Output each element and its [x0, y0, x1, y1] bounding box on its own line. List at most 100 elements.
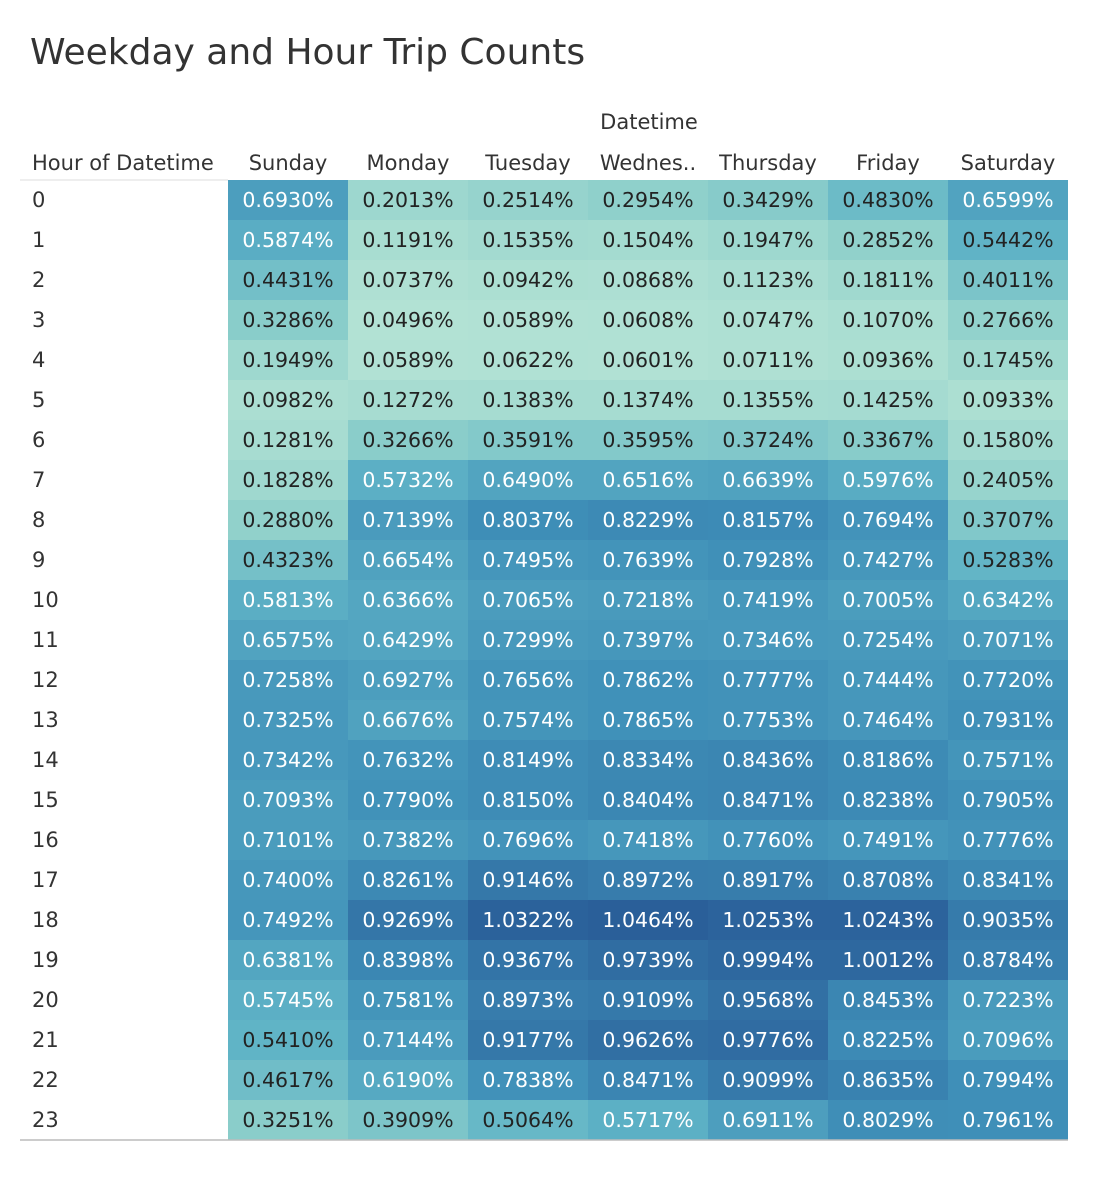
cell-value-label: 0.5732% [362, 468, 453, 492]
heatmap-cell [948, 940, 1068, 980]
heatmap-cell [588, 580, 708, 620]
cell-value-label: 0.8784% [962, 948, 1053, 972]
cell-value-label: 0.0942% [482, 268, 573, 292]
heatmap-cell [228, 460, 348, 500]
cell-value-label: 0.0711% [722, 348, 813, 372]
cell-value-label: 0.7065% [482, 588, 573, 612]
heatmap-cell [588, 460, 708, 500]
row-label: 12 [32, 668, 59, 692]
cell-value-label: 0.7299% [482, 628, 573, 652]
heatmap-cell [708, 860, 828, 900]
cell-value-label: 0.3266% [362, 428, 453, 452]
cell-value-label: 0.8334% [602, 748, 693, 772]
heatmap-cell [588, 820, 708, 860]
cell-value-label: 0.0982% [242, 388, 333, 412]
cell-value-label: 0.9146% [482, 868, 573, 892]
cell-value-label: 0.9776% [722, 1028, 813, 1052]
heatmap-cell [708, 220, 828, 260]
cell-value-label: 0.8404% [602, 788, 693, 812]
cell-value-label: 0.8708% [842, 868, 933, 892]
cell-value-label: 0.3595% [602, 428, 693, 452]
heatmap-cell [228, 820, 348, 860]
row-label: 1 [32, 228, 45, 252]
cell-value-label: 0.7218% [602, 588, 693, 612]
cell-value-label: 0.7696% [482, 828, 573, 852]
heatmap-cell [348, 1020, 468, 1060]
heatmap-cell [228, 740, 348, 780]
cell-value-label: 0.3286% [242, 308, 333, 332]
heatmap-cell [468, 380, 588, 420]
heatmap-cell [348, 180, 468, 220]
column-header: Wednes.. [600, 151, 696, 175]
heatmap-cell [468, 620, 588, 660]
cell-value-label: 0.6575% [242, 628, 333, 652]
heatmap-cell [948, 820, 1068, 860]
heatmap-cell [828, 1020, 948, 1060]
cell-value-label: 0.6911% [722, 1108, 813, 1132]
heatmap-cell [468, 860, 588, 900]
cell-value-label: 0.1811% [842, 268, 933, 292]
heatmap-cell [948, 1100, 1068, 1140]
heatmap-cell [948, 420, 1068, 460]
cell-value-label: 0.4830% [842, 188, 933, 212]
heatmap-cell [948, 380, 1068, 420]
cell-value-label: 0.7427% [842, 548, 933, 572]
heatmap-cell [588, 780, 708, 820]
cell-value-label: 0.7096% [962, 1028, 1053, 1052]
chart-title: Weekday and Hour Trip Counts [30, 32, 585, 73]
heatmap-cell [228, 540, 348, 580]
heatmap-cell [228, 980, 348, 1020]
cell-value-label: 0.7865% [602, 708, 693, 732]
column-group-label: Datetime [600, 110, 698, 134]
cell-value-label: 0.6639% [722, 468, 813, 492]
cell-value-label: 0.2954% [602, 188, 693, 212]
cell-value-label: 1.0243% [842, 908, 933, 932]
heatmap-cell [588, 740, 708, 780]
heatmap-cell [828, 540, 948, 580]
cell-value-label: 0.7400% [242, 868, 333, 892]
cell-value-label: 0.0496% [362, 308, 453, 332]
cell-value-label: 0.7790% [362, 788, 453, 812]
heatmap-cell [588, 900, 708, 940]
row-label: 2 [32, 268, 45, 292]
heatmap-cell [948, 340, 1068, 380]
cell-value-label: 0.7101% [242, 828, 333, 852]
cell-value-label: 0.7656% [482, 668, 573, 692]
cell-value-label: 0.8917% [722, 868, 813, 892]
heatmap-cell [948, 740, 1068, 780]
heatmap-cell [228, 340, 348, 380]
cell-value-label: 0.1535% [482, 228, 573, 252]
cell-value-label: 0.6190% [362, 1068, 453, 1092]
cell-value-label: 0.8149% [482, 748, 573, 772]
row-label: 5 [32, 388, 45, 412]
row-label: 10 [32, 588, 59, 612]
heatmap-cell [588, 380, 708, 420]
cell-value-label: 0.7093% [242, 788, 333, 812]
heatmap-cell [468, 180, 588, 220]
row-label: 14 [32, 748, 59, 772]
cell-value-label: 0.8398% [362, 948, 453, 972]
row-header-label: Hour of Datetime [32, 151, 214, 175]
heatmap-cell [588, 980, 708, 1020]
cell-value-label: 0.7574% [482, 708, 573, 732]
heatmap-cell [828, 340, 948, 380]
cell-value-label: 0.7777% [722, 668, 813, 692]
heatmap-cell [468, 980, 588, 1020]
cell-value-label: 0.5064% [482, 1108, 573, 1132]
heatmap-cell [828, 820, 948, 860]
cell-value-label: 0.3429% [722, 188, 813, 212]
cell-value-label: 0.7144% [362, 1028, 453, 1052]
cell-value-label: 0.7071% [962, 628, 1053, 652]
cell-value-label: 1.0464% [602, 908, 693, 932]
cell-value-label: 0.2880% [242, 508, 333, 532]
cell-value-label: 0.7397% [602, 628, 693, 652]
heatmap-cell [708, 1020, 828, 1060]
cell-value-label: 0.9994% [722, 948, 813, 972]
cell-value-label: 0.6516% [602, 468, 693, 492]
heatmap-cell [348, 580, 468, 620]
heatmap-cell [348, 940, 468, 980]
row-label: 17 [32, 868, 59, 892]
heatmap-cell [948, 460, 1068, 500]
column-header: Friday [856, 151, 920, 175]
